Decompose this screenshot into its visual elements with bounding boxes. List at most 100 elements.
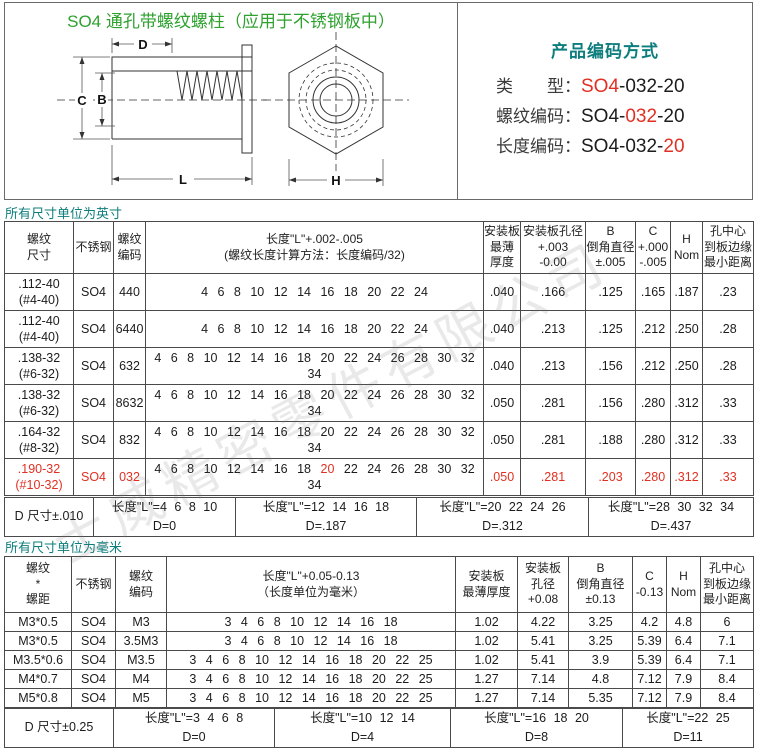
cell-lengths: 3 4 6 8 10 12 14 16 18 20 22 25 [166,688,456,708]
cell-thread-size: M3*0.5 [4,612,72,632]
col-header-c-dia: C -0.13 [632,556,667,613]
cell-material: SO4 [73,273,114,311]
coding-rows: 类 型：SO4-032-20 螺纹编码：SO4-032-20 长度编码：SO4-03… [458,72,752,162]
arrowhead [376,177,383,183]
cell-material: SO4 [71,669,116,689]
cell-thread-code: 8632 [113,384,146,422]
cell-thread-size: .112-40 (#4-40) [4,273,74,311]
d-size-label: D 尺寸±.010 [4,497,94,537]
cell-material: SO4 [73,384,114,422]
cell-edge-distance: .33 [702,458,754,496]
cell-min-sheet-thickness: 1.27 [455,669,518,689]
flange [241,44,253,154]
d-value: D=11 [673,729,703,744]
cell-lengths: 3 4 6 8 10 12 14 16 18 [166,612,456,632]
code-label: 长度编码： [496,137,581,156]
d-size-row: D 尺寸±0.25 长度"L"=3 4 6 8 D=0 长度"L"=10 12 14 D… [4,708,754,748]
cell-lengths: 4 6 8 10 12 14 16 18 20 22 24 [145,273,484,311]
spec-row: .138-32 (#6-32) SO4 8632 4 6 8 10 12 14 16 … [4,384,754,422]
cell-edge-distance: .28 [702,310,754,348]
cell-h-nom: 6.4 [666,631,701,651]
d-size-group: 长度"L"=4 6 8 10 D=0 [93,497,236,537]
cell-min-sheet-thickness: .050 [483,458,521,496]
cell-c-dia: 7.12 [632,688,667,708]
d-size-row: D 尺寸±.010 长度"L"=4 6 8 10 D=0 长度"L"=12 14 16… [4,497,754,537]
spec-row: .112-40 (#4-40) SO4 440 4 6 8 10 12 14 16 1… [4,273,754,311]
cell-material: SO4 [71,688,116,708]
col-header-hole-size: 安装板 孔径 +0.08 [517,556,569,613]
col-header-min-sheet-thickness: 安装板 最薄 厚度 [483,221,521,274]
cell-h-nom: .187 [670,273,703,311]
cell-lengths: 4 6 8 10 12 14 16 18 20 22 24 [145,310,484,348]
dim-label-d: D [138,37,147,52]
header-row: 螺纹 尺寸 不锈钢 螺纹 编码 长度"L"+.002-.005 (螺纹长度计算方法：长… [4,221,754,274]
d-lengths: 长度"L"=16 18 20 [484,711,589,725]
spec-row: M3*0.5 SO4 M3 3 4 6 8 10 12 14 16 18 1.02 4.2… [4,612,754,632]
cell-thread-code: 032 [113,458,146,496]
inch-d-size-table: D 尺寸±.010 长度"L"=4 6 8 10 D=0 长度"L"=12 14 16… [4,497,754,537]
cell-lengths: 3 4 6 8 10 12 14 16 18 20 22 25 [166,669,456,689]
spec-row: M5*0.8 SO4 M5 3 4 6 8 10 12 14 16 18 20 22 … [4,688,754,708]
spec-row: M3.5*0.6 SO4 M3.5 3 4 6 8 10 12 14 16 18 20… [4,650,754,670]
cell-thread-size: .138-32 (#6-32) [4,384,74,422]
arrowhead [245,176,252,182]
cell-edge-distance: .23 [702,273,754,311]
cell-min-sheet-thickness: .040 [483,347,521,385]
cell-h-nom: .250 [670,310,703,348]
cell-thread-code: M3 [115,612,167,632]
code-label: 螺纹编码： [496,107,581,126]
cell-edge-distance: 7.1 [700,650,754,670]
cell-b-dia: 4.8 [568,669,633,689]
d-size-group: 长度"L"=22 25 D=11 [622,708,754,748]
d-value: D=.187 [305,518,347,533]
cell-hole-size: .281 [520,384,586,422]
cell-c-dia: .280 [635,384,671,422]
arrowhead [112,41,119,47]
page-title: SO4 通孔带螺纹螺柱（应用于不锈钢板中） [67,12,395,31]
cell-lengths: 4 6 8 10 12 14 16 18 20 22 24 26 28 30 3… [145,384,484,422]
d-size-group: 长度"L"=20 22 24 26 D=.312 [416,497,589,537]
label-mask [75,93,89,108]
cell-b-dia: .125 [585,310,636,348]
cell-min-sheet-thickness: .040 [483,273,521,311]
spec-row: .138-32 (#6-32) SO4 632 4 6 8 10 12 14 16 1… [4,347,754,385]
cell-edge-distance: .33 [702,421,754,459]
thread-zigzag [176,70,243,101]
cell-b-dia: 3.25 [568,612,633,632]
cell-material: SO4 [73,458,114,496]
cell-b-dia: 3.25 [568,631,633,651]
cell-thread-size: M3*0.5 [4,631,72,651]
code-row: 长度编码：SO4-032-20 [458,132,752,162]
top-section: SO4 通孔带螺纹螺柱（应用于不锈钢板中） D [4,2,753,200]
cell-edge-distance: 6 [700,612,754,632]
d-size-label: D 尺寸±0.25 [4,708,114,748]
cell-c-dia: 7.12 [632,669,667,689]
cell-thread-code: M4 [115,669,167,689]
arrowhead [112,176,119,182]
d-size-group: 长度"L"=3 4 6 8 D=0 [113,708,275,748]
d-lengths: 长度"L"=3 4 6 8 [144,711,244,725]
spec-row: M3*0.5 SO4 3.5M3 3 4 6 8 10 12 14 16 18 1.02… [4,631,754,651]
cell-b-dia: 3.9 [568,650,633,670]
d-value: D=.437 [650,518,692,533]
d-lengths: 长度"L"=12 14 16 18 [262,500,390,514]
cell-b-dia: .125 [585,273,636,311]
length-value: 20 [320,461,335,476]
technical-drawing-panel: SO4 通孔带螺纹螺柱（应用于不锈钢板中） D [5,3,457,199]
col-header-thread-size: 螺纹 尺寸 [4,221,74,274]
cell-h-nom: .250 [670,347,703,385]
cell-b-dia: .156 [585,347,636,385]
cell-hole-size: .281 [520,458,586,496]
d-size-group: 长度"L"=12 14 16 18 D=.187 [235,497,417,537]
spec-row: .190-32 (#10-32) SO4 032 4 6 8 10 12 14 16 … [4,458,754,496]
code-value: SO4-032-20 [581,106,685,127]
cell-hole-size: .281 [520,421,586,459]
col-header-lengths: 长度"L"+0.05-0.13 （长度单位为毫米） [166,556,456,613]
code-highlight: 032 [625,106,658,127]
code-text: -20 [657,106,685,127]
d-size-group: 长度"L"=16 18 20 D=8 [450,708,623,748]
cell-hole-size: .213 [520,347,586,385]
cell-thread-size: .190-32 (#10-32) [4,458,74,496]
length-value: 4 6 8 10 12 14 16 18 [154,461,321,476]
cell-edge-distance: .33 [702,384,754,422]
